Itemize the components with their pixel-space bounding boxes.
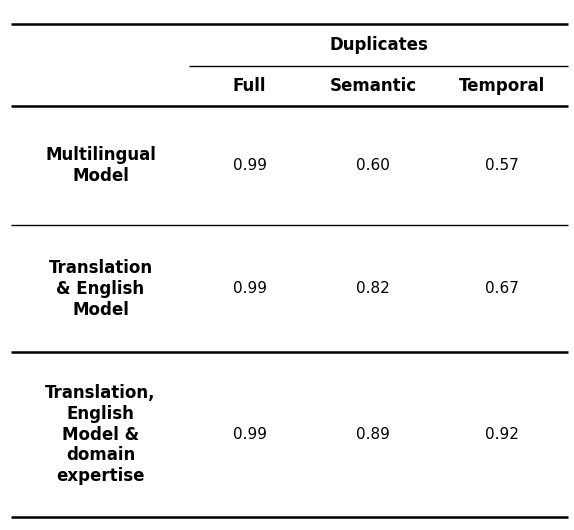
Text: 0.99: 0.99 <box>232 427 267 442</box>
Text: Translation,
English
Model &
domain
expertise: Translation, English Model & domain expe… <box>45 384 156 485</box>
Text: 0.60: 0.60 <box>356 158 390 173</box>
Text: 0.57: 0.57 <box>486 158 519 173</box>
Text: Duplicates: Duplicates <box>329 36 428 54</box>
Text: 0.67: 0.67 <box>485 281 519 296</box>
Text: Full: Full <box>233 77 266 95</box>
Text: 0.99: 0.99 <box>232 281 267 296</box>
Text: 0.82: 0.82 <box>356 281 390 296</box>
Text: Multilingual
Model: Multilingual Model <box>45 146 156 185</box>
Text: 0.99: 0.99 <box>232 158 267 173</box>
Text: 0.92: 0.92 <box>485 427 519 442</box>
Text: Translation
& English
Model: Translation & English Model <box>48 259 153 319</box>
Text: Temporal: Temporal <box>459 77 545 95</box>
Text: 0.89: 0.89 <box>356 427 390 442</box>
Text: Semantic: Semantic <box>329 77 417 95</box>
